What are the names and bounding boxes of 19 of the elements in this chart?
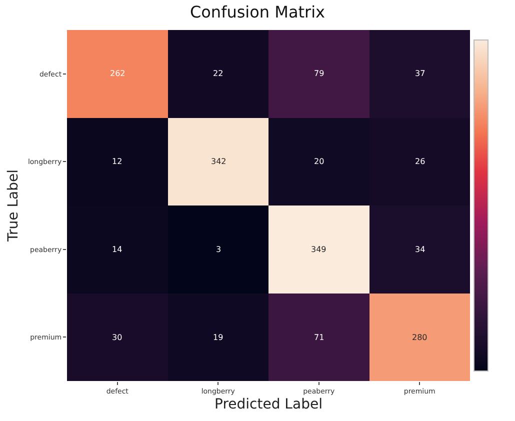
data-label: 349 <box>311 245 326 254</box>
chart-title: Confusion Matrix <box>190 2 326 22</box>
data-label: 280 <box>412 333 428 342</box>
data-label: 14 <box>112 245 122 254</box>
data-label: 34 <box>415 245 426 254</box>
y-axis-title: True Label <box>6 170 22 242</box>
data-label: 30 <box>112 333 122 342</box>
data-label: 20 <box>314 157 324 166</box>
data-label: 12 <box>112 157 122 166</box>
data-label: 26 <box>415 157 426 166</box>
data-label: 71 <box>314 333 324 342</box>
data-label: 342 <box>211 157 226 166</box>
data-label: 37 <box>415 69 426 78</box>
x-axis-title: Predicted Label <box>214 396 322 413</box>
data-label: 3 <box>216 245 222 254</box>
data-label: 22 <box>213 69 224 78</box>
data-label: 19 <box>213 333 224 342</box>
data-label: 262 <box>110 69 126 78</box>
data-label: 79 <box>314 69 324 78</box>
